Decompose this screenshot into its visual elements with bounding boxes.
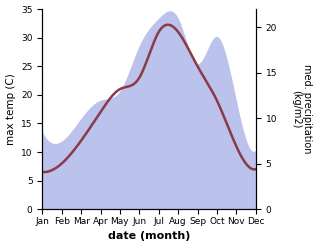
Y-axis label: med. precipitation
(kg/m2): med. precipitation (kg/m2) [291,64,313,154]
X-axis label: date (month): date (month) [108,231,190,242]
Y-axis label: max temp (C): max temp (C) [5,73,16,145]
